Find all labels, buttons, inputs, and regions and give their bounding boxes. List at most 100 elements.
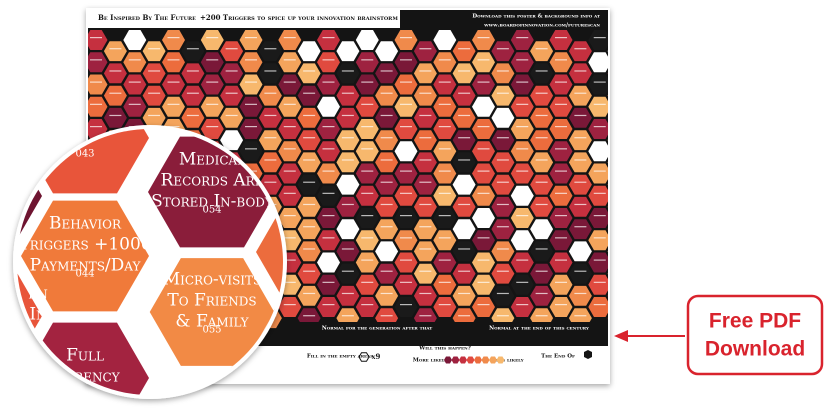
hex-tile bbox=[239, 74, 263, 95]
hex-tile bbox=[433, 96, 457, 117]
hex-text bbox=[535, 159, 548, 161]
hex-text bbox=[535, 270, 548, 272]
hex-tile bbox=[413, 174, 437, 195]
hex-text bbox=[400, 192, 412, 194]
hex-text bbox=[419, 226, 432, 228]
hex-text bbox=[458, 137, 471, 139]
hex-tile bbox=[394, 230, 418, 251]
hex-tile bbox=[88, 96, 108, 117]
hex-text bbox=[283, 103, 296, 105]
hex-text bbox=[574, 70, 587, 72]
hex-text bbox=[264, 181, 277, 183]
hex-tile bbox=[433, 297, 457, 317]
hex-tile bbox=[530, 85, 554, 106]
hex-tile bbox=[142, 107, 166, 128]
hex-tile bbox=[413, 130, 437, 151]
hex-tile bbox=[375, 285, 399, 306]
hex-label: To Friends bbox=[167, 291, 256, 311]
hex-text bbox=[555, 237, 567, 239]
hex-tile bbox=[588, 297, 608, 317]
hex-text bbox=[496, 181, 509, 183]
hex-tile bbox=[142, 63, 166, 84]
question: Will this happen? bbox=[418, 346, 471, 352]
callout-line[interactable]: Free PDF bbox=[709, 310, 801, 333]
hex-text bbox=[109, 92, 122, 94]
hex-tile bbox=[588, 96, 608, 117]
hex-tile bbox=[317, 297, 340, 317]
hex-tile bbox=[317, 141, 340, 162]
callout-line[interactable]: Download bbox=[705, 338, 805, 361]
hex-tile bbox=[549, 252, 573, 273]
hex-text bbox=[458, 248, 471, 250]
hex-tile bbox=[646, 219, 669, 239]
hex-text bbox=[574, 181, 587, 183]
hex-tile bbox=[607, 139, 608, 141]
hex-text bbox=[303, 70, 316, 72]
hex-tile bbox=[491, 41, 515, 62]
hex-tile bbox=[607, 272, 608, 275]
hex-text bbox=[535, 48, 548, 50]
hex-text bbox=[245, 59, 257, 61]
hex-text bbox=[555, 148, 567, 150]
hex-tile bbox=[627, 75, 650, 95]
hex-tile bbox=[646, 197, 669, 217]
hex-tile bbox=[355, 96, 379, 117]
hex-text bbox=[516, 59, 529, 61]
hex-text bbox=[477, 259, 490, 261]
hex-tile bbox=[510, 30, 534, 50]
hex-text bbox=[128, 81, 141, 83]
hex-big bbox=[21, 322, 149, 395]
hex-tile bbox=[394, 163, 418, 184]
hex-tile bbox=[394, 52, 418, 73]
hex-text bbox=[419, 137, 432, 139]
hex-tile bbox=[375, 241, 399, 262]
hex-tile bbox=[355, 52, 379, 73]
hex-tile bbox=[162, 30, 185, 50]
hex-tile bbox=[162, 74, 185, 95]
hex-text bbox=[341, 159, 354, 161]
hex-tile bbox=[103, 41, 127, 62]
hex-tile bbox=[549, 297, 573, 317]
hex-text bbox=[380, 181, 393, 183]
hex-text bbox=[361, 281, 374, 283]
hex-tile bbox=[123, 30, 147, 50]
hex-text bbox=[516, 126, 529, 128]
hex-text bbox=[419, 159, 432, 161]
hex-tile bbox=[278, 30, 302, 50]
hex-tile bbox=[510, 96, 534, 117]
hex-tile bbox=[646, 286, 669, 306]
hex-tile bbox=[258, 152, 282, 173]
hex-tile bbox=[278, 96, 302, 117]
hex-text bbox=[516, 215, 529, 217]
hex-text bbox=[438, 281, 451, 283]
hex-tile bbox=[646, 41, 669, 61]
hex-text bbox=[555, 215, 567, 217]
hex-text bbox=[341, 70, 354, 72]
hex-text bbox=[613, 204, 625, 205]
hex-text bbox=[167, 37, 180, 39]
hex-tile bbox=[355, 252, 379, 273]
fill-hex bbox=[358, 352, 370, 362]
hex-text bbox=[633, 82, 645, 83]
hex-text bbox=[341, 92, 354, 94]
hex-tile bbox=[394, 185, 418, 206]
hex-label: rn bbox=[28, 284, 48, 304]
hex-tile bbox=[394, 252, 418, 273]
hex-tile bbox=[588, 274, 608, 295]
hex-tile bbox=[568, 196, 592, 217]
hex-tile bbox=[510, 252, 534, 273]
hex-tile bbox=[413, 196, 437, 217]
hex-text bbox=[303, 137, 316, 139]
hex-tile bbox=[472, 163, 495, 184]
hex-text bbox=[380, 70, 393, 72]
hex-text bbox=[438, 148, 451, 150]
hex-text bbox=[496, 203, 509, 206]
hex-tile bbox=[452, 263, 476, 284]
callout-box[interactable] bbox=[686, 294, 824, 376]
hex-tile bbox=[297, 219, 321, 240]
hex-tile bbox=[530, 241, 554, 262]
hex-text bbox=[283, 215, 296, 217]
hex-text bbox=[438, 215, 451, 217]
hex-tile bbox=[239, 119, 263, 139]
